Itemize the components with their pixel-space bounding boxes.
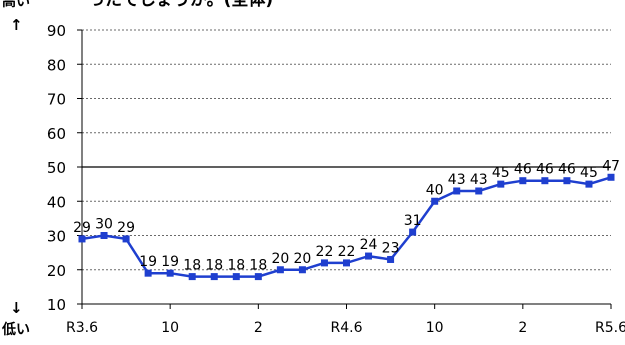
data-label-13: 24 — [360, 237, 378, 253]
data-label-12: 22 — [338, 244, 356, 260]
y-tick-labels: 10 20 30 40 50 60 70 80 90 — [47, 22, 66, 314]
data-point-10 — [298, 266, 306, 274]
data-point-4 — [166, 269, 174, 277]
data-point-13 — [365, 252, 373, 260]
data-label-19: 45 — [492, 165, 510, 181]
data-point-1 — [100, 232, 108, 239]
data-label-10: 20 — [294, 251, 312, 267]
high-label: 高い — [2, 0, 30, 10]
y-tick-label-90: 90 — [47, 22, 66, 40]
data-point-19 — [497, 180, 505, 188]
data-point-11 — [320, 259, 328, 267]
data-point-17 — [453, 187, 461, 195]
down-arrow-icon: ↓ — [10, 299, 23, 317]
data-label-23: 45 — [580, 165, 598, 181]
y-tick-label-50: 50 — [47, 159, 66, 177]
data-point-18 — [475, 187, 483, 195]
data-label-2: 29 — [117, 220, 135, 236]
x-tick-label-0: R3.6 — [66, 320, 98, 336]
x-tick-label-20: 2 — [518, 320, 527, 336]
data-label-20: 46 — [514, 162, 532, 178]
data-label-1: 30 — [95, 217, 113, 233]
data-point-16 — [431, 197, 439, 205]
data-point-5 — [188, 273, 196, 281]
data-label-4: 19 — [161, 254, 179, 270]
data-point-9 — [276, 266, 284, 274]
data-point-22 — [563, 177, 571, 185]
data-point-15 — [409, 228, 417, 236]
low-label: 低い — [2, 322, 30, 338]
data-label-18: 43 — [470, 172, 488, 188]
x-tick-label-8: 2 — [254, 320, 263, 336]
y-tick-label-40: 40 — [47, 193, 66, 211]
data-label-24: 47 — [602, 158, 620, 174]
axes — [77, 29, 612, 309]
chart-title-fragment: ったでしょうか。(全体) — [88, 0, 274, 10]
data-point-14 — [387, 255, 395, 263]
data-label-7: 18 — [227, 258, 245, 274]
x-tick-label-4: 10 — [161, 320, 179, 336]
data-label-15: 31 — [404, 213, 422, 229]
data-points — [78, 173, 615, 281]
data-point-2 — [122, 235, 130, 243]
data-label-6: 18 — [205, 258, 223, 274]
data-point-23 — [585, 180, 593, 188]
data-point-12 — [343, 259, 350, 267]
data-label-5: 18 — [183, 258, 201, 274]
data-point-21 — [541, 177, 549, 185]
data-point-20 — [519, 177, 527, 185]
data-label-0: 29 — [73, 220, 91, 236]
data-point-3 — [144, 269, 152, 277]
data-point-6 — [210, 273, 218, 281]
data-label-17: 43 — [448, 172, 466, 188]
up-arrow-icon: ↑ — [10, 16, 23, 34]
y-tick-label-70: 70 — [47, 91, 66, 109]
y-tick-label-10: 10 — [47, 296, 66, 314]
gridlines — [82, 29, 611, 271]
data-label-14: 23 — [382, 240, 400, 256]
data-label-9: 20 — [271, 251, 289, 267]
data-point-7 — [232, 273, 240, 281]
data-label-8: 18 — [249, 258, 267, 274]
data-label-16: 40 — [426, 182, 444, 198]
data-point-24 — [607, 173, 615, 181]
x-tick-label-12: R4.6 — [331, 320, 363, 336]
data-label-11: 22 — [316, 244, 334, 260]
x-tick-label-16: 10 — [426, 320, 444, 336]
data-point-0 — [78, 235, 86, 243]
y-tick-label-80: 80 — [47, 56, 66, 74]
data-label-3: 19 — [139, 254, 157, 270]
y-tick-label-30: 30 — [47, 228, 66, 246]
y-tick-label-60: 60 — [47, 125, 66, 143]
data-point-8 — [254, 273, 262, 281]
data-label-22: 46 — [558, 162, 576, 178]
x-tick-label-24: R5.6 — [595, 320, 625, 336]
y-tick-label-20: 20 — [47, 262, 66, 280]
data-label-21: 46 — [536, 162, 554, 178]
x-tick-labels: R3.6 10 2 R4.6 10 2 R5.6 — [66, 320, 625, 336]
